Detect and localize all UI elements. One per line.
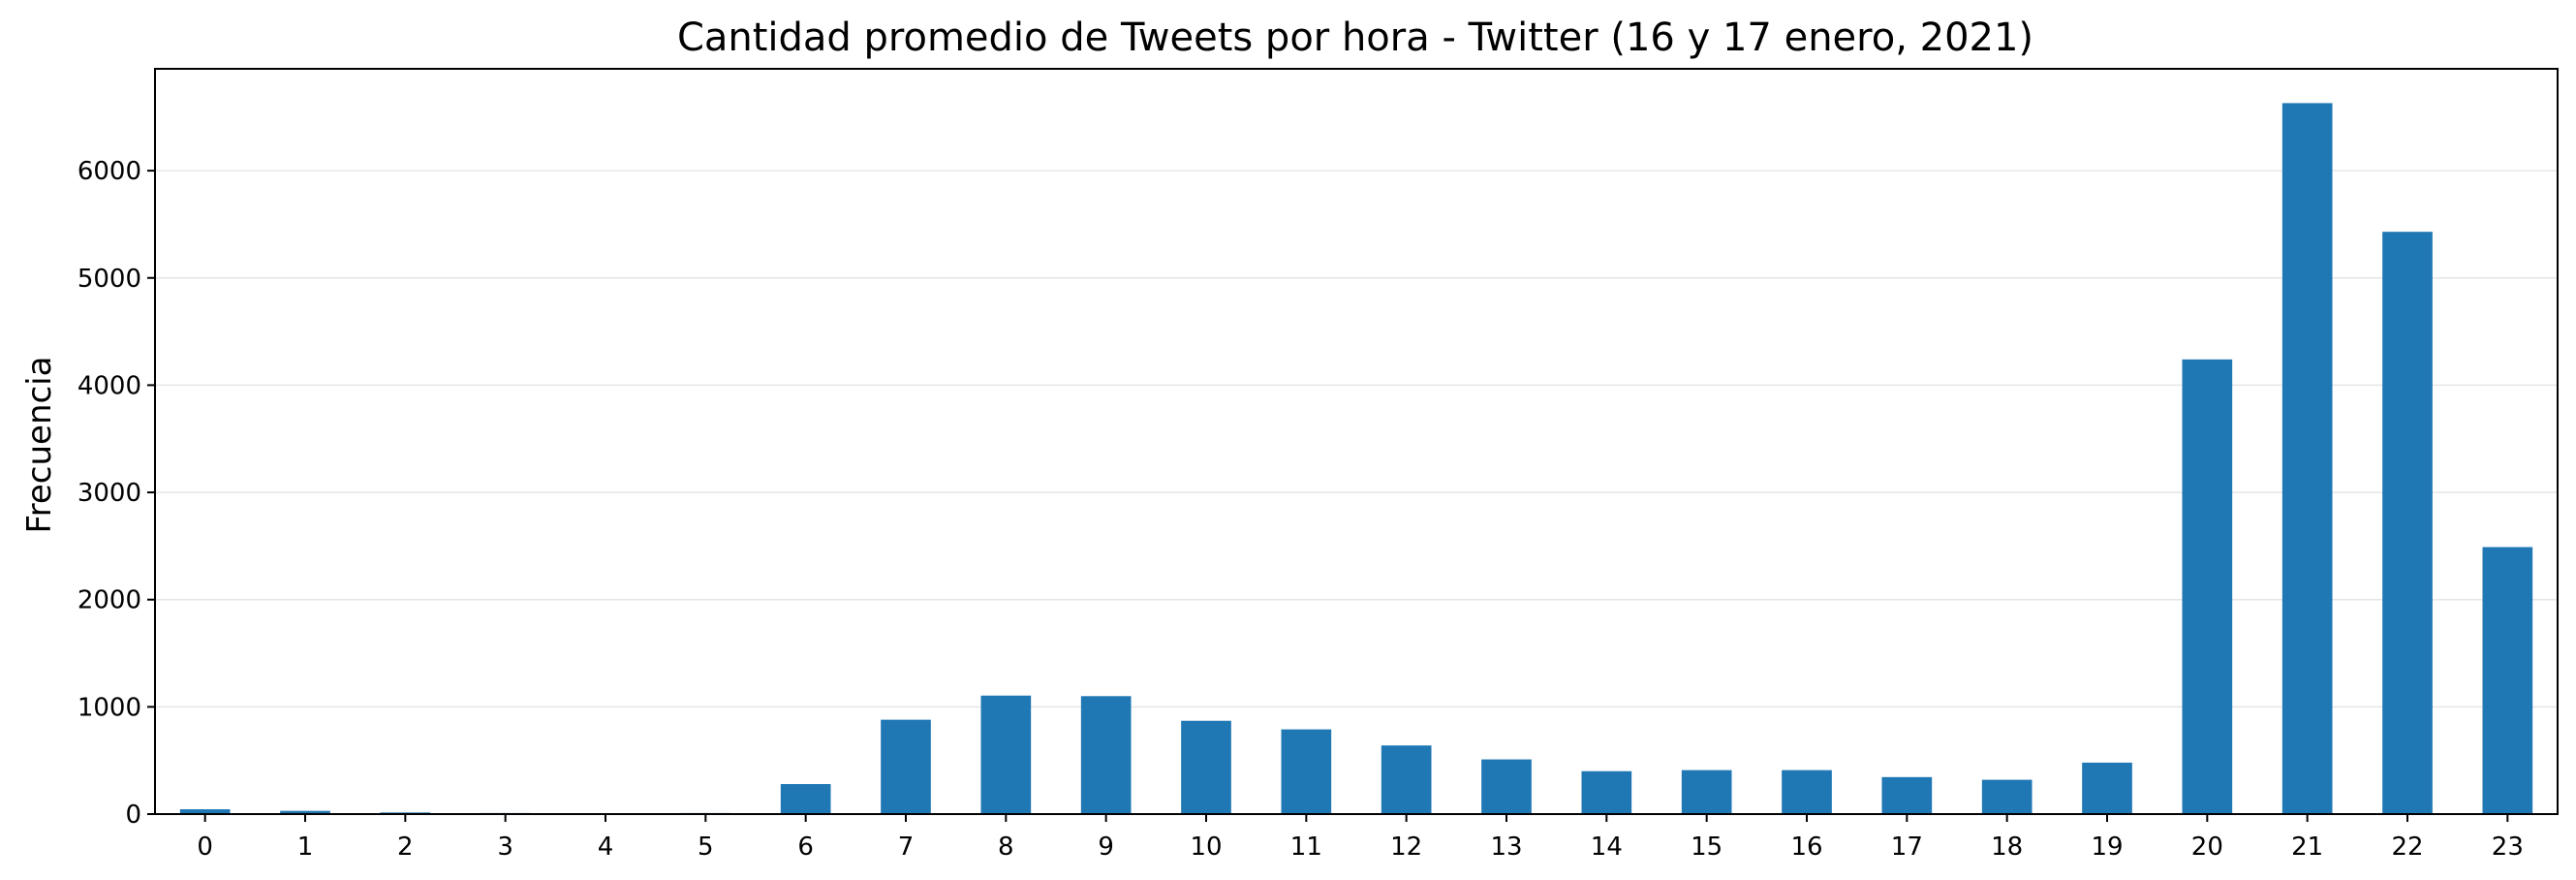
x-tick-label: 14 <box>1591 833 1623 862</box>
x-tick-label: 1 <box>297 833 314 862</box>
y-tick-label: 0 <box>125 801 141 830</box>
x-tick-label: 2 <box>397 833 414 862</box>
x-tick-label: 3 <box>497 833 513 862</box>
chart-title: Cantidad promedio de Tweets por hora - T… <box>677 16 2033 60</box>
x-tick-label: 5 <box>698 833 714 862</box>
y-tick-label: 4000 <box>78 371 141 400</box>
x-tick-label: 20 <box>2191 833 2223 862</box>
y-axis-ticks: 0 1000 2000 3000 4000 5000 6000 <box>78 157 155 830</box>
plot-frame <box>154 68 2559 815</box>
bar-hour-18 <box>1981 779 2033 814</box>
x-tick-label: 10 <box>1190 833 1222 862</box>
x-tick-label: 6 <box>797 833 814 862</box>
bar-hour-11 <box>1281 729 1332 814</box>
bar-hour-12 <box>1381 745 1432 814</box>
y-tick-label: 2000 <box>78 586 141 615</box>
x-tick-label: 21 <box>2291 833 2323 862</box>
bar-hour-10 <box>1181 720 1231 814</box>
bars-layer <box>179 103 2533 814</box>
x-tick-label: 16 <box>1790 833 1822 862</box>
x-tick-label: 12 <box>1390 833 1422 862</box>
bar-hour-8 <box>980 695 1032 814</box>
x-tick-label: 23 <box>2492 833 2524 862</box>
bar-hour-17 <box>1881 776 1933 814</box>
x-tick-label: 22 <box>2391 833 2423 862</box>
bar-hour-23 <box>2482 547 2533 814</box>
x-tick-label: 13 <box>1490 833 1522 862</box>
x-tick-label: 0 <box>197 833 213 862</box>
bar-hour-20 <box>2182 359 2233 814</box>
bar-hour-9 <box>1080 696 1132 814</box>
bar-hour-22 <box>2382 232 2433 814</box>
bar-hour-6 <box>780 784 831 814</box>
bar-hour-21 <box>2281 103 2333 814</box>
x-tick-label: 9 <box>1098 833 1114 862</box>
bar-hour-1 <box>280 810 330 814</box>
y-tick-label: 6000 <box>78 157 141 186</box>
y-tick-label: 5000 <box>78 265 141 294</box>
bar-hour-19 <box>2082 762 2132 814</box>
x-tick-label: 18 <box>1991 833 2023 862</box>
bar-hour-14 <box>1581 770 1632 814</box>
x-tick-label: 4 <box>598 833 614 862</box>
y-tick-label: 1000 <box>78 693 141 722</box>
y-axis-label: Frecuencia <box>20 357 59 534</box>
bar-hour-7 <box>881 719 931 814</box>
x-axis-ticks: 0 1 2 3 4 5 6 7 8 9 10 11 12 13 14 15 16 17 18 19 20 21 22 23 <box>197 814 2524 862</box>
bar-hour-13 <box>1481 759 1532 814</box>
x-tick-label: 15 <box>1691 833 1723 862</box>
x-tick-label: 17 <box>1891 833 1923 862</box>
x-tick-label: 11 <box>1290 833 1322 862</box>
bar-hour-16 <box>1782 770 1832 814</box>
x-tick-label: 7 <box>898 833 915 862</box>
bar-hour-15 <box>1681 770 1732 814</box>
x-tick-label: 8 <box>998 833 1014 862</box>
y-tick-label: 3000 <box>78 479 141 508</box>
grid-layer <box>155 170 2558 708</box>
x-tick-label: 19 <box>2091 833 2123 862</box>
bar-hour-0 <box>179 809 231 814</box>
